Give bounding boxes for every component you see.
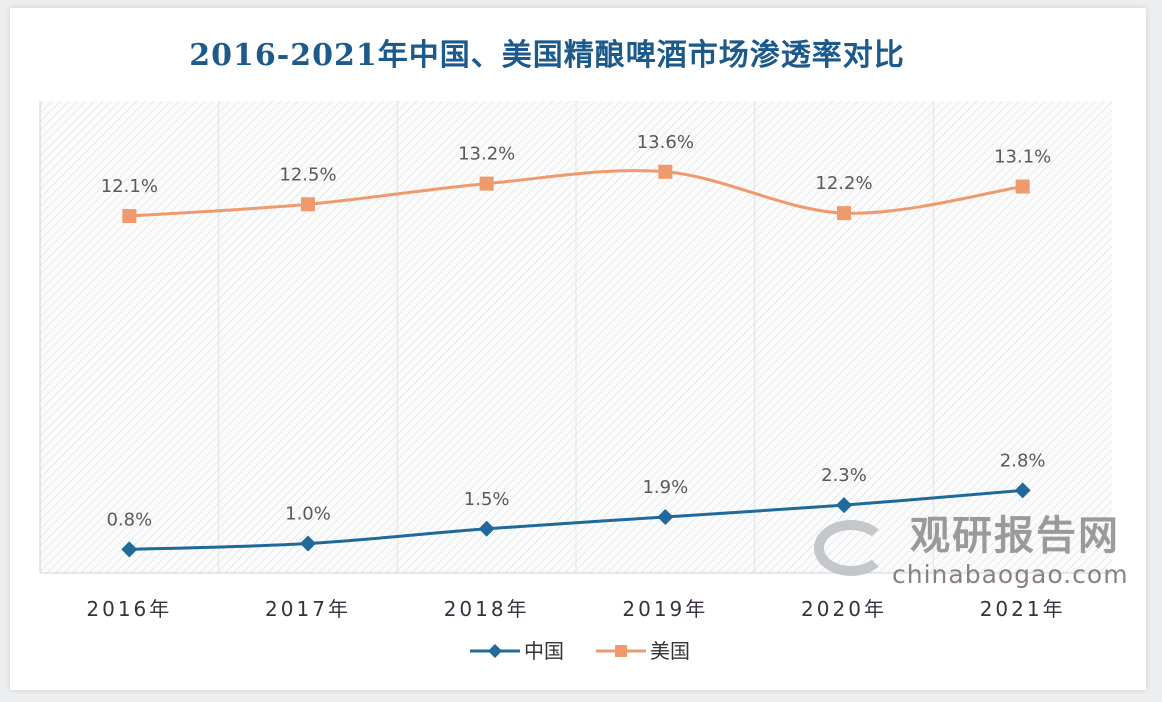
data-label: 13.6%	[637, 132, 694, 153]
legend-label: 中国	[524, 639, 564, 663]
data-label: 12.1%	[101, 176, 158, 197]
data-label: 12.5%	[279, 164, 336, 185]
chart-title: 2016-2021年中国、美国精酿啤酒市场渗透率对比	[189, 38, 905, 73]
data-label: 2.3%	[821, 465, 867, 486]
watermark-logo-icon	[814, 520, 888, 576]
legend-label: 美国	[650, 639, 690, 663]
data-point-marker	[658, 164, 673, 179]
x-tick-label: 2017年	[265, 597, 351, 621]
legend-marker	[488, 644, 502, 658]
series-line-0	[129, 488, 1023, 551]
watermark-en: chinabaogao.com	[892, 560, 1129, 589]
data-label: 1.5%	[464, 489, 510, 510]
data-label: 13.1%	[994, 147, 1051, 168]
x-tick-label: 2016年	[86, 597, 172, 621]
data-label: 13.2%	[458, 144, 515, 165]
data-point-marker	[836, 497, 852, 514]
data-point-marker	[300, 535, 316, 552]
data-point-marker	[301, 197, 315, 212]
data-label: 0.8%	[106, 509, 152, 530]
data-point-marker	[479, 176, 494, 191]
data-label: 1.9%	[642, 477, 688, 498]
x-tick-label: 2020年	[801, 597, 887, 621]
x-tick-label: 2019年	[622, 597, 708, 621]
watermark-cn: 观研报告网	[910, 513, 1120, 559]
legend-marker	[615, 645, 627, 657]
series-line-1	[129, 169, 1023, 218]
data-label: 1.0%	[285, 504, 331, 525]
data-label: 12.2%	[815, 173, 872, 194]
data-point-marker	[1015, 179, 1030, 194]
data-point-marker	[657, 508, 674, 525]
x-tick-label: 2018年	[444, 597, 530, 621]
data-point-marker	[837, 206, 851, 221]
data-point-marker	[1014, 482, 1031, 499]
data-label: 2.8%	[1000, 450, 1046, 471]
data-point-marker	[121, 541, 138, 558]
x-tick-label: 2021年	[980, 597, 1066, 621]
data-point-marker	[478, 520, 495, 537]
data-point-marker	[122, 209, 137, 224]
